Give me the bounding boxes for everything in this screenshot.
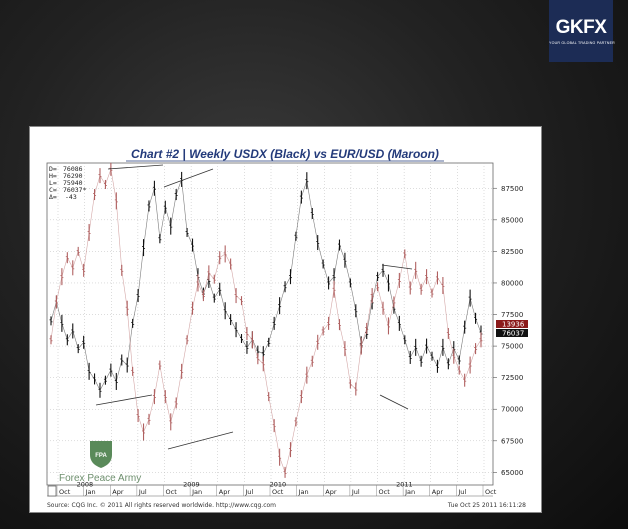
grid-lines bbox=[47, 163, 493, 485]
y-tick-label: 72500 bbox=[501, 374, 523, 382]
y-tick-label: 67500 bbox=[501, 437, 523, 445]
x-year-label: 2009 bbox=[183, 481, 200, 489]
y-axis: 87500 85000 82500 80000 77500 75000 72500 70000… bbox=[493, 185, 528, 477]
x-year-label: 2010 bbox=[270, 481, 287, 489]
fpa-badge-text: FPA bbox=[95, 453, 107, 459]
readout-l-label: L= bbox=[49, 179, 57, 187]
readout-c-value: 76037* bbox=[63, 186, 87, 194]
x-tick-label: Apr bbox=[325, 488, 337, 496]
readout-h-value: 76290 bbox=[63, 172, 83, 180]
series-line bbox=[50, 168, 482, 474]
fpa-name: Forex Peace Army bbox=[59, 473, 141, 484]
readout-l-value: 75940 bbox=[63, 179, 83, 187]
y-tick-label: 70000 bbox=[501, 406, 523, 414]
series-0 bbox=[49, 171, 483, 398]
x-tick-label: Jul bbox=[457, 488, 466, 496]
x-tick-label: Oct bbox=[59, 488, 71, 496]
chart-svg: Chart #2 | Weekly USDX (Black) vs EUR/US… bbox=[46, 147, 528, 509]
readout-c-label: C= bbox=[49, 186, 57, 194]
trendline-4 bbox=[167, 431, 234, 450]
footer-checkbox bbox=[47, 485, 57, 497]
chart-source: Source: CQG Inc. © 2011 All rights reser… bbox=[47, 502, 276, 509]
readout-delta-label: Δ= bbox=[49, 193, 57, 201]
x-tick-label: Oct bbox=[272, 488, 284, 496]
y-tick-label: 77500 bbox=[501, 311, 523, 319]
trendline-2 bbox=[163, 168, 214, 188]
series-layer bbox=[49, 162, 483, 478]
series-1 bbox=[49, 162, 483, 478]
chart-title: Chart #2 | Weekly USDX (Black) vs EUR/US… bbox=[131, 147, 439, 161]
ohlc-readout: D= 76086 H= 76290 L= 75940 C= 76037* Δ= … bbox=[49, 165, 87, 201]
readout-delta-value: -43 bbox=[65, 193, 77, 201]
x-tick-label: Jul bbox=[138, 488, 147, 496]
chart-panel: Chart #2 | Weekly USDX (Black) vs EUR/US… bbox=[29, 126, 542, 513]
x-tick-label: Jan bbox=[298, 488, 309, 496]
x-tick-label: Oct bbox=[485, 488, 497, 496]
x-tick-label: Oct bbox=[166, 488, 178, 496]
x-tick-label: Jul bbox=[351, 488, 360, 496]
chart-timestamp: Tue Oct 25 2011 16:11:28 bbox=[447, 502, 526, 509]
x-tick-label: Apr bbox=[112, 488, 124, 496]
x-tick-label: Jan bbox=[404, 488, 415, 496]
readout-d-value: 76086 bbox=[63, 165, 83, 173]
logo-tagline: YOUR GLOBAL TRADING PARTNER bbox=[549, 41, 615, 45]
x-year-label: 2011 bbox=[396, 481, 413, 489]
logo-wordmark: GKFX bbox=[555, 17, 607, 38]
y-tick-label: 65000 bbox=[501, 469, 523, 477]
last-price-box bbox=[496, 320, 528, 328]
x-tick-label: Jan bbox=[85, 488, 96, 496]
x-tick-label: Oct bbox=[379, 488, 391, 496]
series-line bbox=[50, 179, 482, 391]
trendline-5 bbox=[381, 264, 413, 270]
trendline-6 bbox=[379, 394, 409, 410]
last-price-box bbox=[496, 329, 528, 337]
last-price-label: 13936 bbox=[502, 321, 525, 329]
x-tick-label: Apr bbox=[219, 488, 231, 496]
x-tick-label: Jul bbox=[244, 488, 253, 496]
trendline-3 bbox=[95, 394, 153, 406]
y-tick-label: 80000 bbox=[501, 279, 523, 287]
y-tick-label: 82500 bbox=[501, 248, 523, 256]
trendline-1 bbox=[107, 164, 164, 170]
x-year-label: 2008 bbox=[77, 481, 94, 489]
last-price-label: 76037 bbox=[502, 330, 524, 338]
gkfx-logo: GKFX YOUR GLOBAL TRADING PARTNER bbox=[549, 0, 615, 62]
y-tick-label: 75000 bbox=[501, 343, 523, 351]
x-tick-label: Jan bbox=[191, 488, 202, 496]
readout-d-label: D= bbox=[49, 165, 57, 173]
fpa-shield-icon bbox=[90, 441, 112, 468]
trendlines bbox=[95, 164, 413, 450]
y-tick-label: 85000 bbox=[501, 216, 523, 224]
fpa-watermark: FPA Forex Peace Army bbox=[59, 441, 141, 484]
plot-area bbox=[46, 162, 494, 486]
x-tick-label: Apr bbox=[432, 488, 444, 496]
x-axis: Oct Jan Apr Jul Oct Jan Apr Jul Oct Jan Apr Jul Oct J… bbox=[47, 481, 497, 497]
y-tick-label: 87500 bbox=[501, 185, 523, 193]
readout-h-label: H= bbox=[49, 172, 57, 180]
